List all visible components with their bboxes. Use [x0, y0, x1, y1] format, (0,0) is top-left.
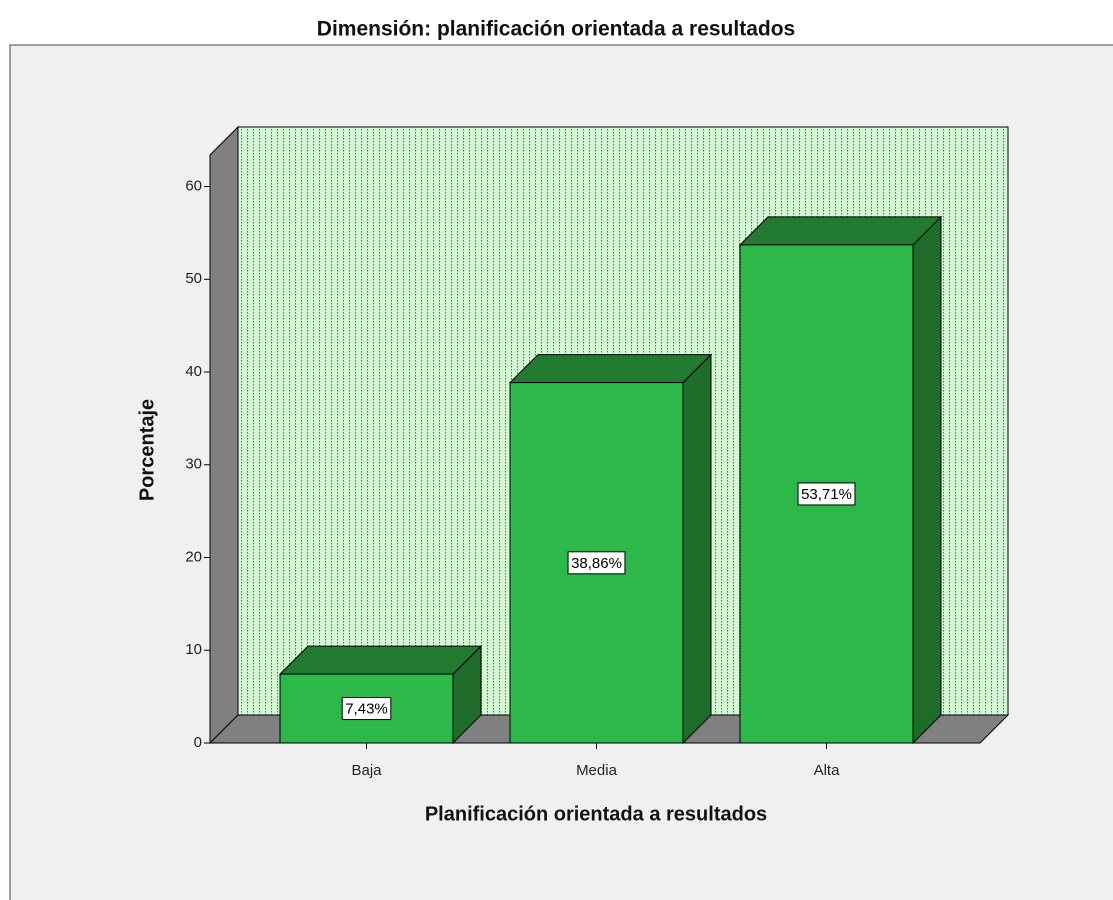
value-label: 53,71% — [801, 486, 852, 503]
y-tick-label: 10 — [185, 641, 202, 658]
y-tick-label: 40 — [185, 363, 202, 380]
y-tick-label: 50 — [185, 270, 202, 287]
value-label: 38,86% — [571, 555, 622, 572]
x-tick-label: Alta — [814, 762, 841, 779]
chart-title: Dimensión: planificación orientada a res… — [317, 18, 795, 41]
value-label: 7,43% — [345, 701, 388, 718]
value-label-box — [341, 697, 392, 721]
value-label-box — [797, 482, 856, 506]
bar-top — [738, 216, 943, 246]
x-axis-label: Planificación orientada a resultados — [425, 803, 767, 825]
bar-side — [682, 353, 712, 745]
bar-side — [912, 215, 942, 745]
left-wall — [209, 125, 239, 745]
y-tick-label: 20 — [185, 548, 202, 565]
y-tick-label: 0 — [194, 734, 202, 751]
bar-top — [278, 645, 483, 675]
bar-top — [508, 354, 713, 384]
y-axis-label: Porcentaje — [136, 399, 158, 501]
x-tick-label: Media — [576, 762, 618, 779]
y-tick-label: 30 — [185, 456, 202, 473]
x-tick-label: Baja — [351, 762, 382, 779]
y-tick-label: 60 — [185, 178, 202, 195]
value-label-box — [567, 551, 626, 575]
